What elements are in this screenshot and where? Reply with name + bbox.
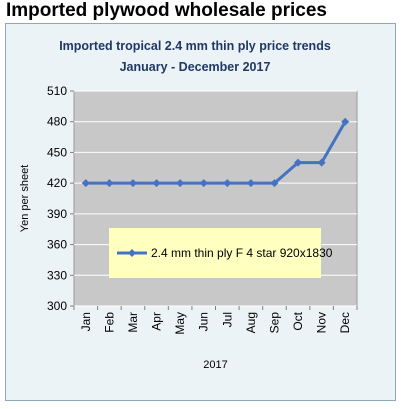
data-point: [128, 179, 137, 188]
x-tick-label: Sep: [267, 312, 281, 334]
y-tick-label: 300: [47, 299, 67, 313]
y-tick-label: 450: [47, 145, 67, 159]
legend-label: 2.4 mm thin ply F 4 star 920x1830: [151, 246, 333, 260]
data-point: [270, 179, 279, 188]
x-tick-label: Nov: [315, 312, 329, 333]
series-group: [81, 117, 350, 188]
x-axis-title: 2017: [203, 359, 227, 371]
x-tick-label: Jun: [197, 312, 211, 331]
x-tick-label: Jan: [79, 312, 93, 331]
y-tick-label: 360: [47, 238, 67, 252]
data-point: [199, 179, 208, 188]
data-point: [105, 179, 114, 188]
data-point: [81, 179, 90, 188]
chart-subtitle: January - December 2017: [120, 60, 271, 74]
y-tick-label: 330: [47, 268, 67, 282]
x-tick-label: Oct: [291, 311, 305, 330]
data-point: [317, 158, 326, 167]
x-tick-label: Feb: [102, 312, 116, 333]
y-axis-ticks: 300 330 360 390 420 450 480 510: [47, 84, 74, 313]
x-axis-ticks: Jan Feb Mar Apr May Jun Jul Aug Sep Oct Nov Dec: [73, 306, 358, 335]
y-tick-label: 480: [47, 115, 67, 129]
data-point: [152, 179, 161, 188]
data-point: [176, 179, 185, 188]
y-tick-label: 510: [47, 84, 67, 98]
chart-title: Imported tropical 2.4 mm thin ply price …: [59, 39, 331, 53]
chart-frame: Imported tropical 2.4 mm thin ply price …: [5, 23, 396, 401]
legend: 2.4 mm thin ply F 4 star 920x1830: [109, 228, 333, 278]
line-chart: Imported tropical 2.4 mm thin ply price …: [19, 39, 358, 371]
x-tick-label: Apr: [150, 312, 164, 331]
y-tick-label: 420: [47, 176, 67, 190]
data-point: [294, 158, 303, 167]
data-point: [246, 179, 255, 188]
x-tick-label: Jul: [220, 312, 234, 327]
x-tick-label: Mar: [126, 312, 140, 333]
x-tick-label: May: [173, 312, 187, 335]
page-title: Imported plywood wholesale prices: [6, 0, 327, 21]
x-tick-label: Aug: [244, 312, 258, 333]
legend-marker: [128, 249, 136, 257]
y-tick-label: 390: [47, 207, 67, 221]
data-point: [223, 179, 232, 188]
data-point: [341, 117, 350, 126]
y-axis-title: Yen per sheet: [19, 165, 31, 232]
x-tick-label: Dec: [338, 312, 352, 333]
